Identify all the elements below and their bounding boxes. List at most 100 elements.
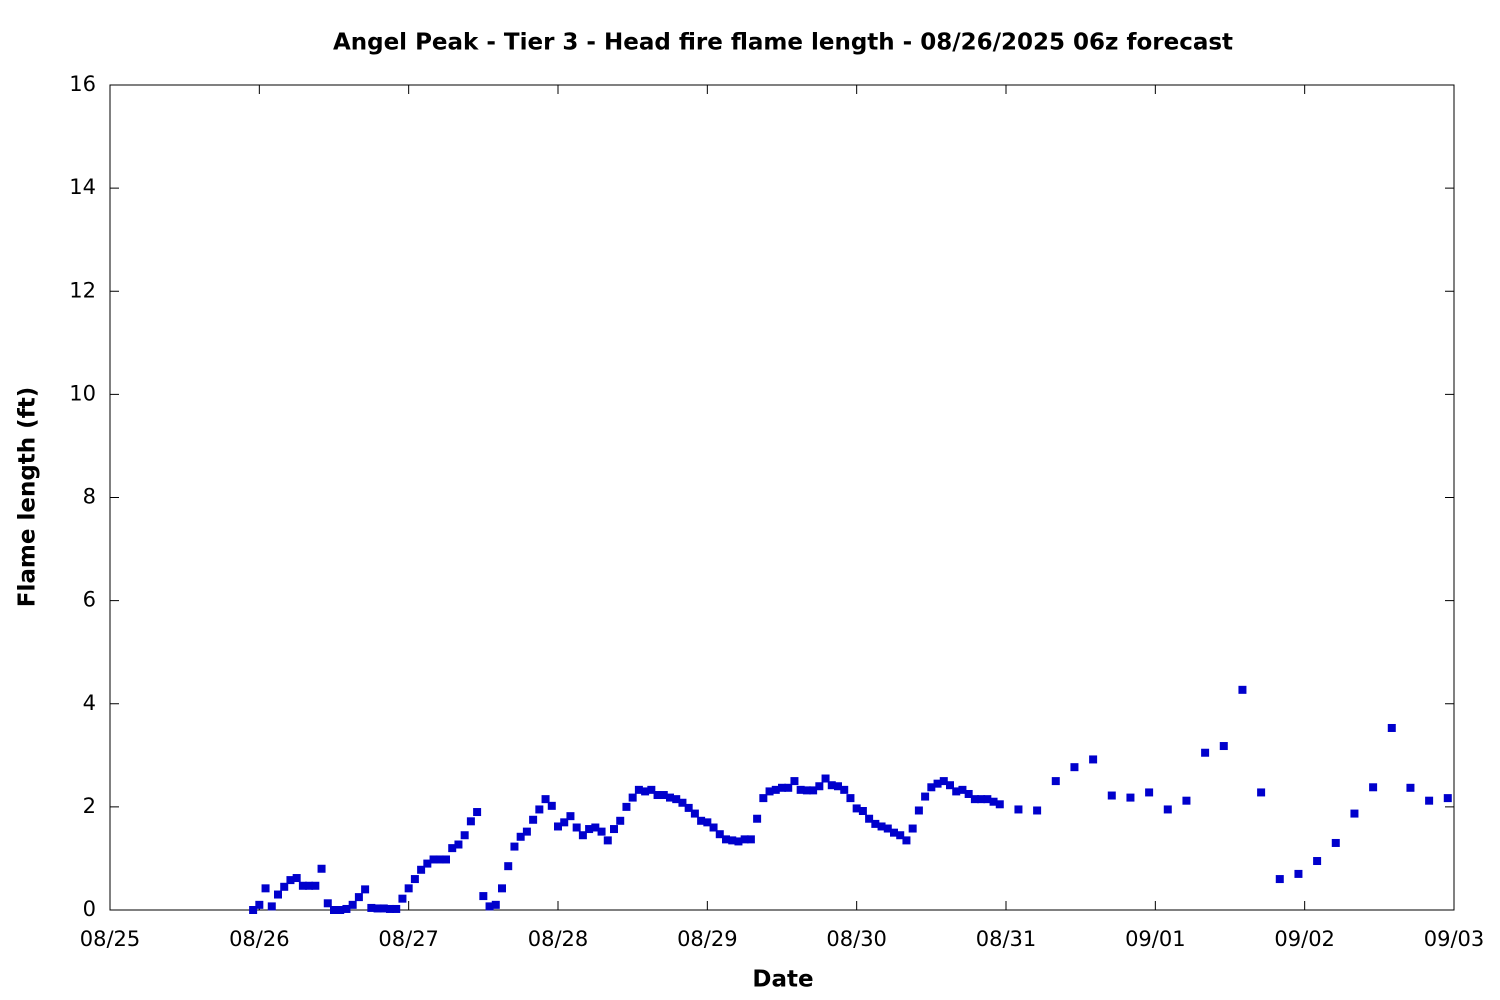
point	[1387, 723, 1396, 732]
point	[578, 831, 587, 840]
point	[715, 830, 724, 839]
point	[479, 892, 488, 901]
x-tick-label: 08/27	[378, 927, 439, 951]
point	[871, 819, 880, 828]
x-tick-label: 08/29	[677, 927, 738, 951]
chart-title: Angel Peak - Tier 3 - Head fire flame le…	[333, 30, 1233, 56]
point	[510, 842, 519, 851]
point	[908, 824, 917, 833]
point	[1163, 805, 1172, 814]
point	[746, 835, 755, 844]
point	[392, 904, 401, 913]
x-tick-label: 08/28	[528, 927, 589, 951]
point	[1126, 793, 1135, 802]
point	[1425, 796, 1434, 805]
point	[429, 855, 438, 864]
point	[454, 840, 463, 849]
point	[896, 831, 905, 840]
y-tick-label: 14	[69, 175, 96, 199]
y-tick-label: 12	[69, 278, 96, 302]
point	[709, 823, 718, 832]
point	[802, 786, 811, 795]
x-tick-label: 08/30	[826, 927, 887, 951]
point	[1350, 809, 1359, 818]
x-axis-label: Date	[752, 967, 813, 993]
point	[330, 906, 338, 914]
point	[373, 904, 382, 913]
x-tick-label: 08/31	[976, 927, 1037, 951]
point	[877, 822, 886, 831]
point	[529, 815, 538, 824]
point	[466, 817, 475, 826]
point	[939, 777, 948, 786]
point	[473, 808, 482, 817]
point	[634, 785, 643, 794]
point	[1070, 763, 1079, 772]
point	[410, 875, 419, 884]
point	[485, 902, 494, 911]
point	[827, 781, 836, 790]
point	[249, 906, 258, 914]
point	[815, 782, 824, 791]
point	[728, 836, 737, 845]
point	[983, 795, 992, 804]
point	[796, 785, 805, 794]
point	[255, 900, 264, 909]
point	[417, 865, 426, 874]
point	[274, 890, 282, 899]
point	[834, 782, 842, 791]
point	[1033, 806, 1042, 815]
x-tick-label: 09/02	[1274, 927, 1335, 951]
point	[610, 825, 618, 834]
y-axis-label: Flame length (ft)	[15, 387, 41, 607]
point	[964, 789, 973, 798]
point	[522, 827, 531, 836]
point	[852, 804, 861, 813]
point	[809, 786, 818, 795]
point	[821, 774, 830, 783]
point	[628, 793, 637, 802]
point	[292, 874, 301, 883]
point	[286, 876, 295, 885]
point	[1331, 838, 1340, 847]
point	[435, 855, 444, 864]
point	[1089, 755, 1098, 764]
point	[666, 793, 674, 802]
point	[354, 893, 363, 902]
point	[336, 906, 345, 914]
point	[516, 832, 525, 841]
point	[958, 785, 967, 794]
point	[734, 837, 743, 846]
point	[858, 807, 867, 815]
point	[267, 902, 276, 911]
point	[1051, 777, 1060, 786]
point	[498, 884, 506, 893]
point	[460, 831, 469, 840]
x-tick-label: 08/25	[80, 927, 141, 951]
point	[616, 816, 625, 825]
point	[547, 801, 556, 810]
point	[442, 855, 450, 864]
point	[280, 882, 289, 891]
point	[697, 816, 706, 825]
point	[890, 828, 898, 837]
point	[977, 795, 986, 804]
point	[1201, 748, 1210, 757]
point	[914, 806, 923, 815]
point	[902, 836, 911, 845]
x-tick-label: 09/01	[1125, 927, 1186, 951]
point	[690, 809, 699, 818]
point	[491, 900, 500, 909]
point	[740, 835, 749, 844]
point	[970, 795, 979, 804]
point	[261, 884, 270, 893]
point	[1313, 857, 1322, 866]
point	[927, 783, 936, 792]
point	[1107, 791, 1116, 800]
point	[386, 904, 394, 913]
point	[597, 827, 606, 836]
point	[348, 900, 357, 909]
point	[423, 859, 432, 868]
point	[554, 822, 562, 831]
